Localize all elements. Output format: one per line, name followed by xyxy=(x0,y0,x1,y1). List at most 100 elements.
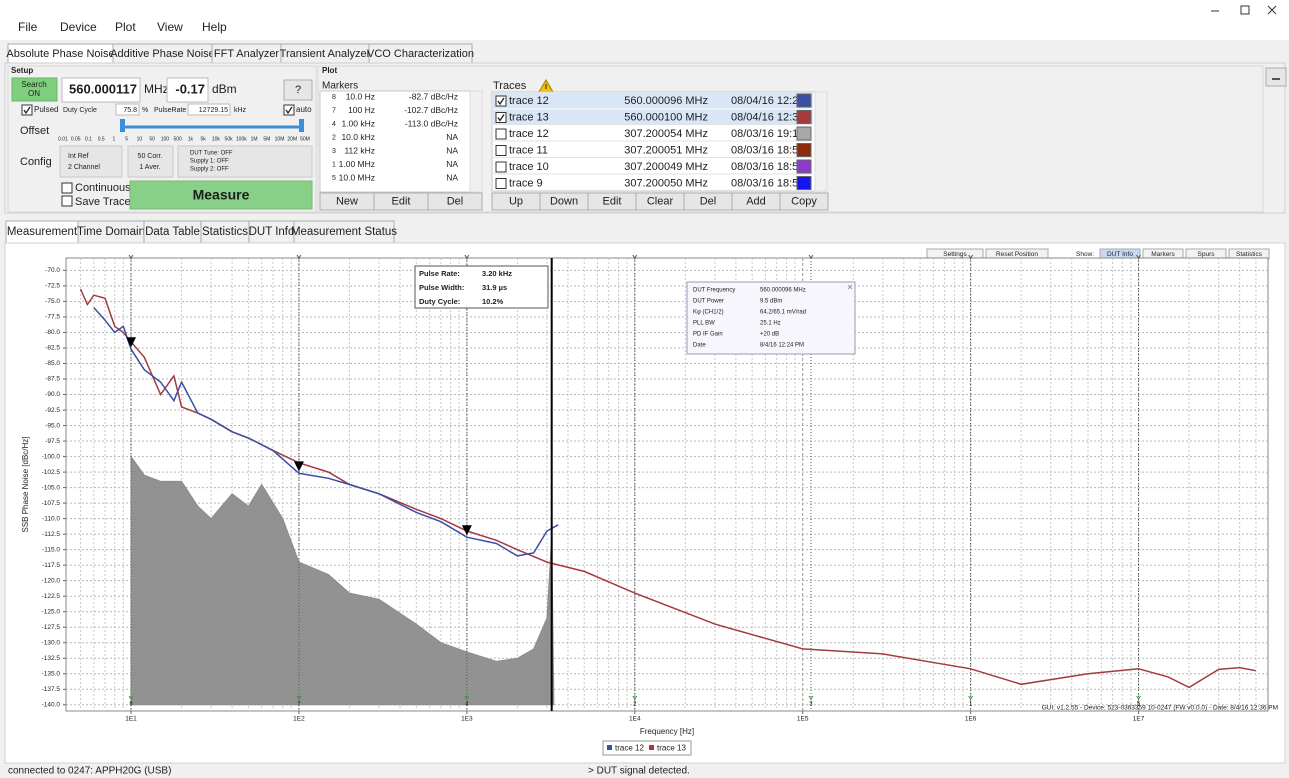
trace-name: trace 13 xyxy=(509,111,549,123)
trace-name: trace 12 xyxy=(509,95,549,107)
checkbox[interactable] xyxy=(283,104,295,116)
trace-name: trace 10 xyxy=(509,161,549,173)
check-mark xyxy=(285,106,293,115)
trace-color[interactable] xyxy=(796,126,812,141)
button-label: DUT Tune: OFF xyxy=(190,151,233,157)
help-button[interactable] xyxy=(283,79,313,101)
dut-info-label: DUT Frequency xyxy=(693,288,735,294)
y-tick-label: -70.0 xyxy=(45,267,60,274)
marker-id-label: 1 xyxy=(969,702,973,708)
config-button[interactable] xyxy=(59,145,123,178)
trace-frequency: 307.200051 MHz xyxy=(624,144,708,156)
trace-color[interactable] xyxy=(796,159,812,174)
status-left: connected to 0247: APPH20G (USB) xyxy=(8,766,171,777)
unit: kHz xyxy=(234,107,247,114)
trace-line xyxy=(79,288,1257,689)
checkbox[interactable] xyxy=(495,145,507,156)
trace-color[interactable] xyxy=(796,110,812,124)
slider-handle[interactable] xyxy=(120,119,125,132)
y-tick-label: -75.0 xyxy=(45,298,60,305)
marker-value: NA xyxy=(446,159,458,169)
dut-info-label: PD IF Gain xyxy=(693,332,723,338)
checkbox[interactable] xyxy=(61,195,73,207)
marker-id: 5 xyxy=(332,175,336,182)
x-tick-label: 1E7 xyxy=(1133,716,1145,723)
marker-triangle xyxy=(293,461,304,472)
frequency-field[interactable] xyxy=(61,77,141,103)
scale-label: 0.01 xyxy=(58,136,68,142)
button-label: Supply 2: OFF xyxy=(190,167,229,173)
trace-color[interactable] xyxy=(796,176,812,190)
y-tick-label: -92.5 xyxy=(45,407,60,414)
menu-item[interactable]: Help xyxy=(202,20,227,34)
button-label: Copy xyxy=(791,195,817,207)
dut-info-label: DUT Power xyxy=(693,299,724,305)
dut-info-label: Kφ (CH1/2) xyxy=(693,310,724,316)
group-title: Setup xyxy=(11,66,33,75)
scale-label: 100 xyxy=(161,136,170,142)
marker-frequency: 112 kHz xyxy=(344,145,375,155)
unit: dBm xyxy=(212,82,237,96)
power-field[interactable] xyxy=(166,77,209,103)
checkbox[interactable] xyxy=(495,178,507,189)
marker-top-glyph xyxy=(968,254,974,259)
toolbar-label: DUT Info xyxy=(1107,251,1133,258)
menu-item[interactable]: Plot xyxy=(115,20,136,34)
field-value: 12729.15 xyxy=(199,107,228,114)
checkbox[interactable] xyxy=(495,95,507,107)
duty-field[interactable] xyxy=(115,103,140,116)
trace-color[interactable] xyxy=(796,143,812,157)
checkbox[interactable] xyxy=(495,112,507,123)
measure-button[interactable] xyxy=(129,180,313,210)
subtab-label: Data Table xyxy=(145,226,200,238)
trace-row-selected xyxy=(493,109,813,125)
marker-value: NA xyxy=(446,172,458,182)
trace-date: 08/03/16 18:59 xyxy=(731,144,804,156)
search-button[interactable] xyxy=(11,77,58,102)
check-mark xyxy=(497,97,505,106)
checkbox-label: Continuous xyxy=(75,182,131,194)
config-button[interactable] xyxy=(177,145,313,178)
button-label: 1 Aver. xyxy=(139,164,160,171)
close-button[interactable] xyxy=(1267,5,1277,15)
close-icon[interactable] xyxy=(847,284,853,290)
tab-label: Transient Analyzer xyxy=(280,48,371,60)
marker-value: -113.0 dBc/Hz xyxy=(405,118,458,128)
y-tick-label: -127.5 xyxy=(42,624,61,631)
button-label: Down xyxy=(550,195,578,207)
marker-button[interactable] xyxy=(427,192,483,211)
marker-triangle xyxy=(461,525,472,536)
trace-date: 08/04/16 12:24 xyxy=(731,95,804,107)
legend xyxy=(602,740,692,756)
marker-top-glyph xyxy=(1136,254,1141,259)
pulse-rate-field[interactable] xyxy=(187,103,231,116)
checkbox[interactable] xyxy=(495,128,507,140)
checkbox[interactable] xyxy=(495,161,507,173)
y-tick-label: -135.0 xyxy=(42,670,61,677)
collapse-button[interactable] xyxy=(1265,67,1287,87)
config-button[interactable] xyxy=(127,145,174,178)
menu-item[interactable]: File xyxy=(18,20,38,34)
scale-label: 0.5 xyxy=(98,136,105,142)
search-label: Search xyxy=(21,80,46,89)
scale-label: 0.1 xyxy=(85,136,92,142)
marker-top-glyph xyxy=(128,254,134,259)
marker-id-label: 8 xyxy=(129,702,133,708)
menu-item[interactable]: Device xyxy=(60,20,97,34)
x-tick-label: 1E3 xyxy=(461,716,473,723)
trace-color[interactable] xyxy=(796,93,812,108)
slider-handle[interactable] xyxy=(299,119,304,132)
menu-item[interactable]: View xyxy=(157,20,183,34)
trace-date: 08/03/16 18:54 xyxy=(731,177,804,189)
marker-id-label: 3 xyxy=(809,702,813,708)
pulse-info-value: 3.20 kHz xyxy=(482,269,512,278)
trace-button[interactable] xyxy=(779,192,829,211)
scale-label: 5 xyxy=(125,136,128,142)
marker-top-glyph xyxy=(296,254,302,259)
legend-label: trace 12 xyxy=(615,744,644,753)
dut-info-value: 560.000096 MHz xyxy=(760,288,806,294)
checkbox[interactable] xyxy=(61,182,73,194)
restore-button[interactable] xyxy=(1240,5,1250,15)
checkbox[interactable] xyxy=(21,104,33,116)
button-label: Clear xyxy=(647,195,674,207)
